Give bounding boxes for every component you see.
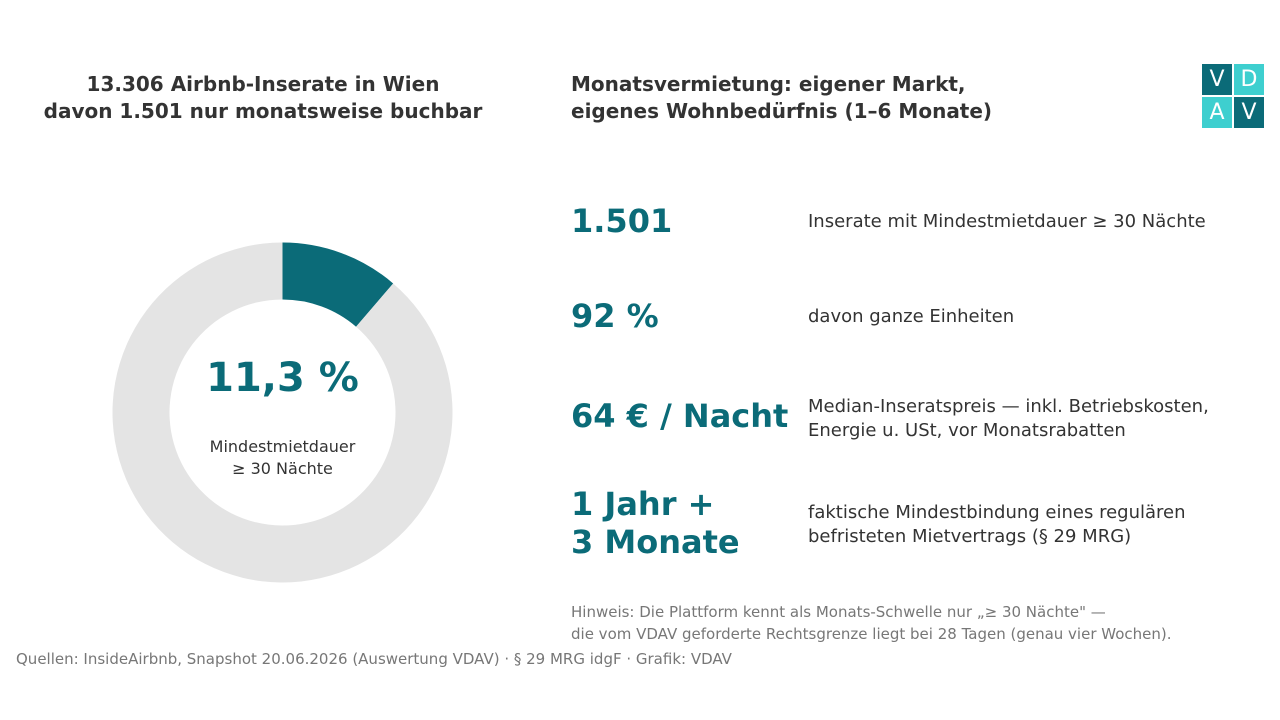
stat-value-listings: 1.501 bbox=[571, 202, 672, 240]
right-title-line-2: eigenes Wohnbedürfnis (1–6 Monate) bbox=[571, 99, 993, 123]
hint-line-2: die vom VDAV geforderte Rechtsgrenze lie… bbox=[571, 625, 1172, 643]
stat-desc-min-binding: faktische Mindestbindung eines regulären… bbox=[808, 501, 1186, 549]
stat-desc-median-price-line-2: Energie u. USt, vor Monatsrabatten bbox=[808, 420, 1126, 441]
right-title: Monatsvermietung: eigener Markt, eigenes… bbox=[571, 71, 992, 125]
left-title-line-2: davon 1.501 nur monatsweise buchbar bbox=[43, 99, 483, 123]
vdav-logo: V D A V bbox=[1202, 64, 1264, 128]
donut-center-caption: Mindestmietdauer ≥ 30 Nächte bbox=[110, 436, 455, 480]
left-title: 13.306 Airbnb-Inserate in Wien davon 1.5… bbox=[0, 71, 526, 125]
stat-value-whole-units: 92 % bbox=[571, 297, 659, 335]
logo-letter-v-bottom: V bbox=[1234, 97, 1264, 128]
stat-value-min-binding: 1 Jahr + 3 Monate bbox=[571, 485, 740, 561]
stat-desc-listings: Inserate mit Mindestmietdauer ≥ 30 Nächt… bbox=[808, 210, 1206, 234]
hint-line-1: Hinweis: Die Plattform kennt als Monats-… bbox=[571, 603, 1106, 621]
logo-letter-a: A bbox=[1202, 97, 1232, 128]
donut-caption-line-2: ≥ 30 Nächte bbox=[232, 459, 333, 478]
stat-value-min-binding-line-2: 3 Monate bbox=[571, 523, 740, 561]
stat-desc-median-price: Median-Inseratspreis — inkl. Betriebskos… bbox=[808, 395, 1209, 443]
donut-chart bbox=[112, 242, 453, 583]
donut-caption-line-1: Mindestmietdauer bbox=[209, 437, 356, 456]
stat-value-median-price-line-1: 64 € / Nacht bbox=[571, 397, 789, 435]
hint-note: Hinweis: Die Plattform kennt als Monats-… bbox=[571, 601, 1172, 645]
stat-desc-median-price-line-1: Median-Inseratspreis — inkl. Betriebskos… bbox=[808, 396, 1209, 417]
stat-desc-min-binding-line-1: faktische Mindestbindung eines regulären bbox=[808, 502, 1186, 523]
stat-value-whole-units-line-1: 92 % bbox=[571, 297, 659, 335]
right-title-line-1: Monatsvermietung: eigener Markt, bbox=[571, 72, 966, 96]
stat-desc-whole-units: davon ganze Einheiten bbox=[808, 305, 1014, 329]
logo-letter-d: D bbox=[1234, 64, 1264, 95]
stat-value-min-binding-line-1: 1 Jahr + bbox=[571, 485, 715, 523]
stat-desc-listings-line-1: Inserate mit Mindestmietdauer ≥ 30 Nächt… bbox=[808, 211, 1206, 232]
donut-slice-rest bbox=[112, 242, 453, 583]
sources-footer: Quellen: InsideAirbnb, Snapshot 20.06.20… bbox=[16, 650, 732, 668]
logo-letter-v-top: V bbox=[1202, 64, 1232, 95]
stat-value-listings-line-1: 1.501 bbox=[571, 202, 673, 240]
donut-center-value: 11,3 % bbox=[206, 355, 359, 401]
stat-desc-whole-units-line-1: davon ganze Einheiten bbox=[808, 306, 1015, 327]
stat-value-median-price: 64 € / Nacht bbox=[571, 397, 788, 435]
stat-desc-min-binding-line-2: befristeten Mietvertrags (§ 29 MRG) bbox=[808, 526, 1132, 547]
left-title-line-1: 13.306 Airbnb-Inserate in Wien bbox=[86, 72, 440, 96]
donut-slice-monthly bbox=[282, 242, 394, 327]
